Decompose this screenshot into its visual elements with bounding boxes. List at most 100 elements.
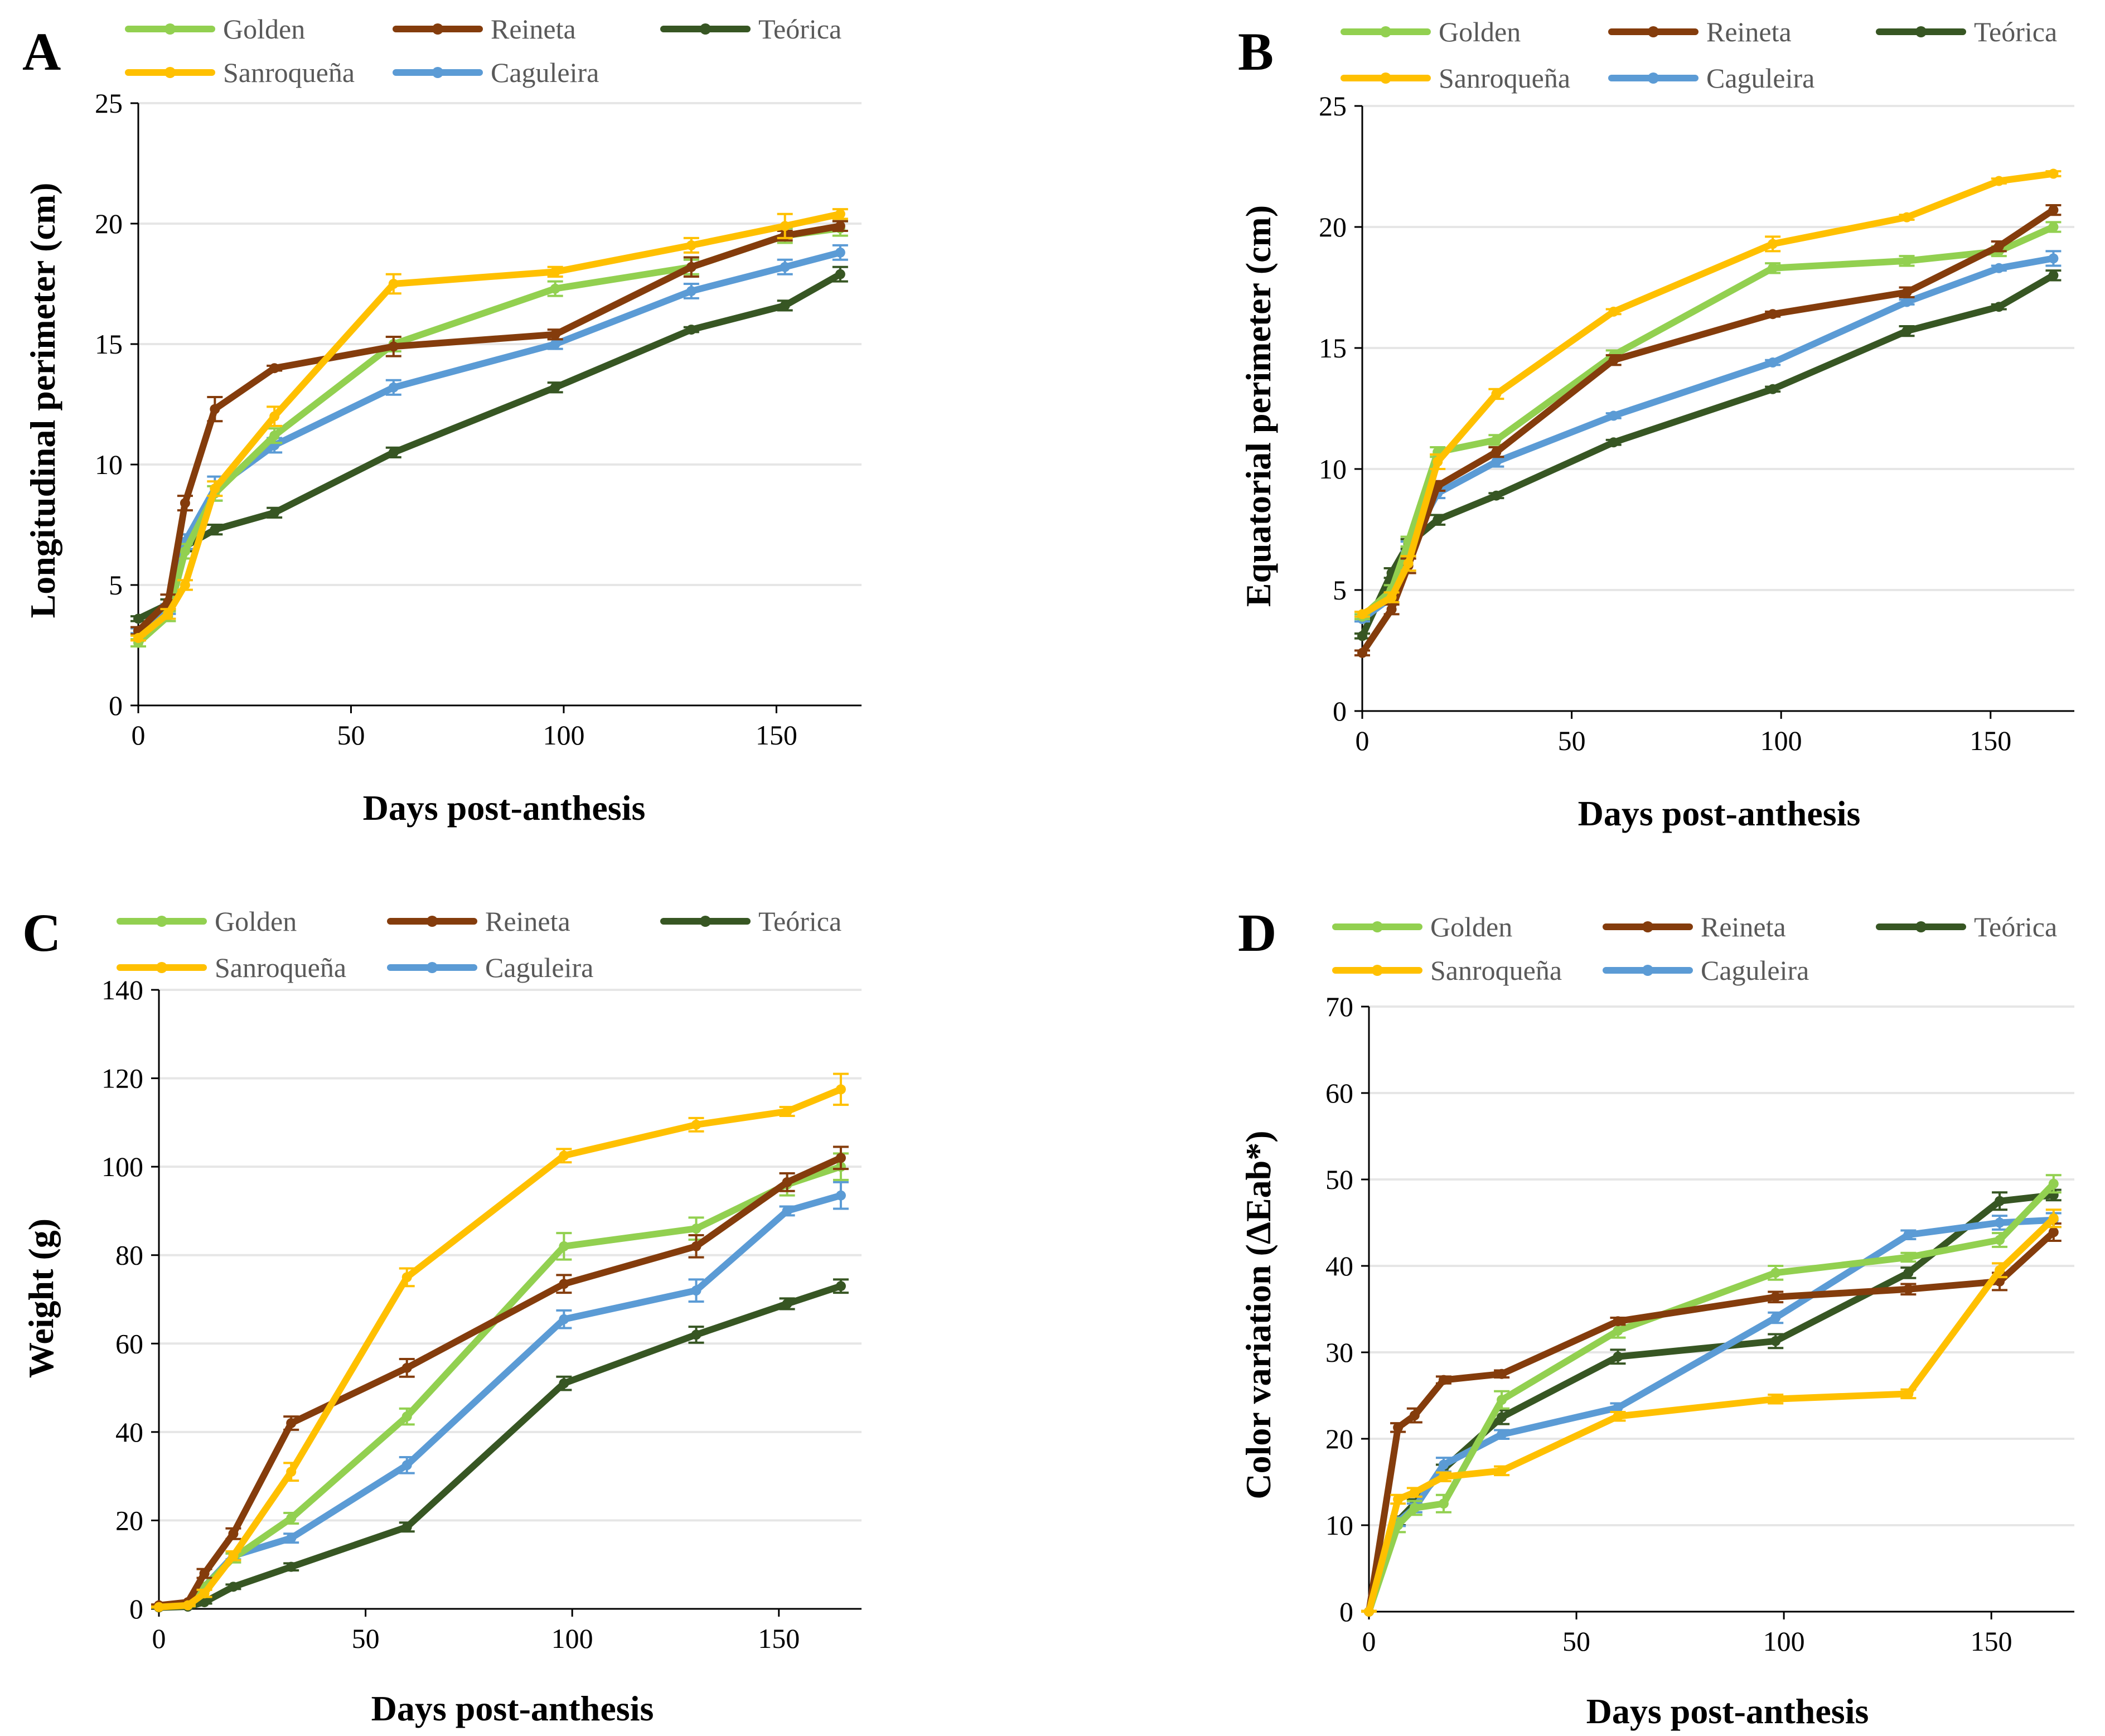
data-point: [2048, 1213, 2059, 1224]
data-point: [780, 221, 790, 231]
y-tick-label: 15: [95, 328, 123, 360]
data-point: [1438, 1498, 1449, 1509]
data-point: [2048, 270, 2059, 281]
data-point: [1768, 309, 1778, 320]
data-point: [1613, 1316, 1623, 1327]
y-tick-label: 30: [1325, 1337, 1353, 1368]
series-line: [135, 210, 844, 641]
data-point: [1608, 355, 1619, 365]
series-line: [156, 1283, 844, 1611]
data-point: [1768, 384, 1778, 394]
data-point: [1386, 604, 1397, 615]
x-tick-label: 50: [1558, 725, 1586, 756]
data-point: [2048, 1178, 2059, 1189]
data-point: [1438, 1459, 1449, 1470]
data-point: [154, 1602, 164, 1612]
data-point: [1901, 297, 1912, 307]
data-point: [691, 1329, 701, 1340]
data-point: [1995, 1265, 2005, 1275]
data-point: [1768, 357, 1778, 368]
data-point: [691, 1224, 701, 1234]
y-tick-label: 100: [101, 1151, 143, 1182]
y-tick-label: 60: [1325, 1077, 1353, 1109]
data-point: [133, 613, 143, 624]
panel-d: D Days post-anthesis Color variation (ΔE…: [1238, 903, 1869, 1731]
panel-a-plot: 0 5 10 15 20 25 0 50 100 150 Golden Reineta Teórica S…: [95, 13, 862, 751]
data-point: [182, 1600, 193, 1611]
legend-marker: [1642, 921, 1653, 932]
y-tick-label: 25: [1319, 90, 1347, 122]
legend-label-sanroqueña: Sanroqueña: [215, 952, 346, 983]
legend-label-golden: Golden: [1430, 911, 1512, 942]
y-tick-label: 10: [95, 449, 123, 480]
data-point: [210, 483, 220, 494]
data-point: [1613, 1351, 1623, 1362]
data-point: [199, 1597, 210, 1608]
data-point: [1995, 1217, 2005, 1228]
x-tick-label: 0: [1356, 725, 1370, 756]
data-point: [1438, 1472, 1449, 1482]
data-point: [686, 286, 696, 296]
series-line: [156, 1154, 844, 1609]
y-tick-label: 140: [101, 974, 143, 1005]
x-tick-label: 0: [1362, 1626, 1376, 1657]
data-point: [1993, 302, 2004, 312]
legend-label-caguleira: Caguleira: [1701, 955, 1809, 986]
data-point: [1903, 1230, 1914, 1240]
x-tick-label: 150: [1969, 725, 2011, 756]
series-reineta: [1361, 1222, 2062, 1617]
data-point: [559, 1378, 569, 1389]
panel-c-y-axis-title: Weight (g): [21, 1218, 61, 1378]
data-point: [1993, 241, 2004, 252]
data-point: [691, 1119, 701, 1130]
data-point: [401, 1411, 412, 1422]
series-sanroqueña: [1361, 1208, 2062, 1617]
data-point: [1995, 1235, 2005, 1245]
data-point: [2048, 1227, 2059, 1237]
y-tick-label: 120: [101, 1063, 143, 1094]
panel-c-plot: 0 20 40 60 80 100 120 140 0 50 100 150 Golden Reineta…: [101, 906, 862, 1654]
legend-label-teórica: Teórica: [758, 13, 841, 45]
data-point: [401, 1522, 412, 1532]
data-point: [835, 1281, 846, 1292]
data-point: [782, 1298, 792, 1309]
legend-marker: [1642, 965, 1653, 976]
panel-b-legend: Golden Reineta Teórica Sanroqueña Caguleira: [1341, 16, 2057, 94]
data-point: [1901, 255, 1912, 266]
data-point: [780, 300, 790, 311]
panel-letter-b: B: [1238, 22, 1274, 81]
legend-label-teórica: Teórica: [1974, 911, 2057, 942]
series-sanroqueña: [1354, 168, 2062, 620]
data-point: [1770, 1336, 1781, 1346]
data-point: [1901, 212, 1912, 223]
legend-marker: [1380, 72, 1391, 84]
panel-d-x-axis-title: Days post-anthesis: [1586, 1691, 1869, 1731]
data-point: [1768, 239, 1778, 249]
data-point: [1613, 1326, 1623, 1336]
data-point: [1393, 1520, 1404, 1530]
legend-marker: [164, 23, 176, 35]
data-point: [1393, 1422, 1404, 1433]
data-point: [1903, 1252, 1914, 1263]
x-tick-label: 50: [1562, 1626, 1590, 1657]
x-tick-label: 100: [1760, 725, 1802, 756]
legend-label-caguleira: Caguleira: [485, 952, 593, 983]
data-point: [1993, 263, 2004, 273]
y-tick-label: 0: [129, 1593, 143, 1624]
y-tick-label: 20: [95, 208, 123, 239]
data-point: [401, 1362, 412, 1373]
data-point: [210, 404, 220, 414]
legend-marker: [427, 916, 438, 927]
x-tick-label: 150: [1971, 1626, 2012, 1657]
y-tick-label: 20: [1325, 1423, 1353, 1454]
data-point: [1409, 1503, 1420, 1513]
legend-marker: [427, 962, 438, 973]
data-point: [550, 329, 560, 340]
data-point: [1491, 490, 1502, 501]
panel-c-legend: Golden Reineta Teórica Sanroqueña Caguleira: [117, 906, 841, 983]
data-point: [691, 1241, 701, 1251]
data-point: [835, 221, 845, 231]
data-point: [1608, 437, 1619, 448]
data-point: [286, 1513, 297, 1524]
data-point: [1497, 1395, 1507, 1405]
